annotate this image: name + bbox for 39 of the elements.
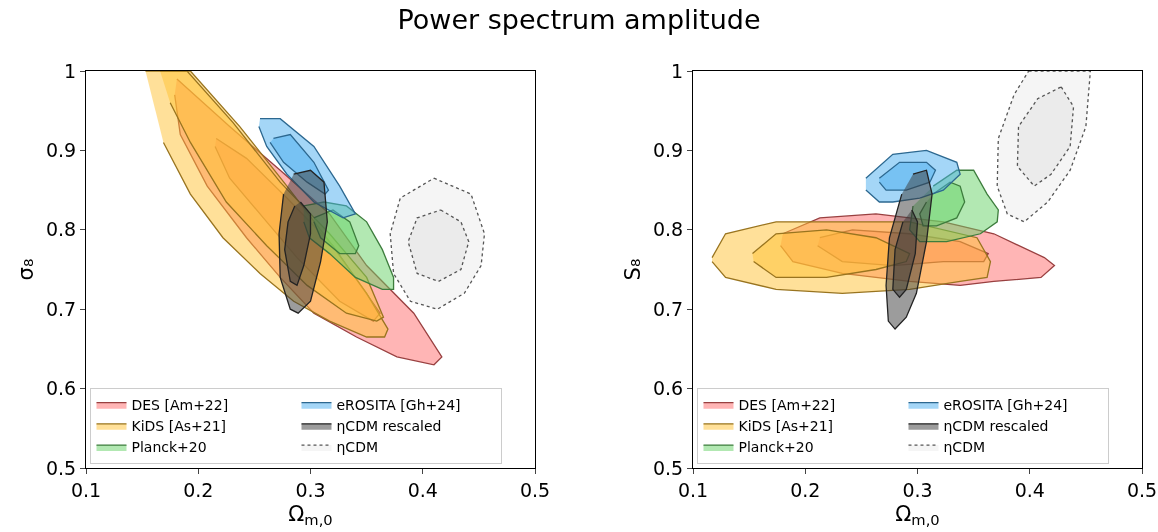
y-tick-label: 0.5: [652, 456, 684, 479]
x-tick-label: 0.5: [1126, 478, 1158, 501]
legend-label: eROSITA [Gh+24]: [943, 397, 1068, 414]
legend-label: Planck+20: [738, 439, 814, 456]
legend-label: ηCDM rescaled: [943, 418, 1049, 435]
legend-label: ηCDM: [336, 439, 379, 456]
y-tick-label: 1: [671, 59, 684, 82]
y-tick-label: 0.9: [652, 139, 684, 162]
chart-title: Power spectrum amplitude: [396, 4, 762, 35]
x-tick-label: 0.2: [790, 478, 821, 501]
x-tick-label: 0.4: [1014, 478, 1045, 501]
x-axis-title: Ω$_{m,0}$: [895, 502, 940, 529]
y-tick-label: 0.9: [45, 139, 77, 162]
y-axis-title: S₈: [621, 258, 646, 281]
x-tick-label: 0.1: [677, 478, 709, 501]
y-tick-label: 0.8: [652, 218, 684, 241]
legend-label: DES [Am+22]: [131, 397, 229, 414]
y-tick-label: 1: [64, 59, 77, 82]
legend-label: ηCDM: [943, 439, 986, 456]
x-tick-label: 0.3: [295, 478, 326, 501]
y-axis-title: σ₈: [14, 258, 39, 281]
x-tick-label: 0.3: [902, 478, 933, 501]
x-tick-label: 0.2: [183, 478, 214, 501]
legend-label: KiDS [As+21]: [738, 418, 834, 435]
y-tick-label: 0.6: [45, 377, 77, 400]
y-tick-label: 0.7: [45, 297, 77, 320]
legend-label: Planck+20: [131, 439, 207, 456]
legend-label: ηCDM rescaled: [336, 418, 442, 435]
legend-label: KiDS [As+21]: [131, 418, 227, 435]
x-tick-label: 0.5: [519, 478, 551, 501]
x-tick-label: 0.1: [70, 478, 102, 501]
x-tick-label: 0.4: [407, 478, 438, 501]
y-tick-label: 0.5: [45, 456, 77, 479]
y-tick-label: 0.6: [652, 377, 684, 400]
legend-label: eROSITA [Gh+24]: [336, 397, 461, 414]
y-tick-label: 0.7: [652, 297, 684, 320]
legend-label: DES [Am+22]: [738, 397, 836, 414]
y-tick-label: 0.8: [45, 218, 77, 241]
x-axis-title: Ω$_{m,0}$: [288, 502, 333, 529]
